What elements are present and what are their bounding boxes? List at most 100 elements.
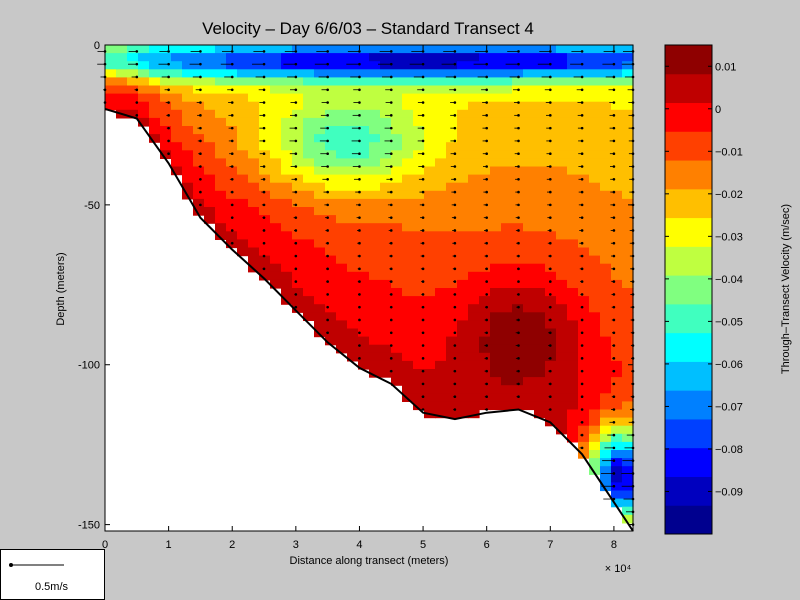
- contour-cell: [468, 174, 480, 184]
- contour-cell: [534, 198, 546, 208]
- contour-cell: [292, 182, 304, 192]
- contour-cell: [468, 247, 480, 257]
- contour-cell: [589, 247, 601, 257]
- contour-cell: [446, 134, 458, 143]
- contour-cell: [171, 61, 183, 70]
- contour-cell: [534, 336, 546, 346]
- contour-cell: [446, 109, 458, 119]
- contour-cell: [292, 304, 304, 313]
- contour-cell: [270, 190, 282, 200]
- contour-cell: [270, 166, 282, 176]
- contour-cell: [622, 101, 634, 111]
- velocity-vector-dot: [485, 75, 488, 79]
- contour-cell: [424, 134, 436, 143]
- contour-cell: [391, 304, 403, 313]
- contour-cell: [479, 101, 491, 111]
- colorbar-swatch: [665, 390, 712, 420]
- contour-cell: [270, 215, 282, 224]
- contour-cell: [545, 385, 557, 394]
- contour-cell: [435, 360, 447, 370]
- contour-cell: [413, 158, 425, 168]
- contour-cell: [490, 312, 502, 321]
- contour-cell: [347, 182, 359, 192]
- contour-cell: [501, 207, 513, 216]
- velocity-vector-dot: [199, 50, 202, 53]
- contour-cell: [204, 101, 216, 111]
- contour-cell: [600, 77, 612, 87]
- contour-cell: [578, 239, 590, 249]
- contour-cell: [358, 142, 370, 151]
- contour-cell: [567, 190, 579, 200]
- contour-cell: [281, 288, 293, 297]
- contour-cell: [534, 409, 546, 419]
- contour-cell: [567, 401, 579, 411]
- velocity-vector-dot: [358, 344, 361, 347]
- contour-cell: [369, 45, 381, 54]
- contour-cell: [237, 166, 249, 176]
- contour-cell: [424, 215, 436, 224]
- contour-cell: [468, 134, 480, 143]
- velocity-vector-dot: [453, 293, 457, 296]
- contour-cell: [501, 296, 513, 305]
- contour-cell: [380, 271, 392, 281]
- contour-cell: [402, 85, 414, 95]
- contour-cell: [600, 312, 612, 321]
- velocity-vector-dot: [199, 139, 202, 143]
- contour-cell: [347, 312, 359, 321]
- velocity-vector-dot: [326, 305, 329, 309]
- velocity-vector-dot: [294, 229, 298, 232]
- contour-cell: [567, 231, 579, 240]
- contour-cell: [611, 417, 623, 427]
- contour-cell: [369, 320, 381, 330]
- colorbar: 0.010−0.01−0.02−0.03−0.04−0.05−0.06−0.07…: [664, 44, 743, 535]
- velocity-vector-dot: [262, 190, 266, 194]
- contour-cell: [292, 150, 304, 159]
- contour-cell: [303, 247, 315, 257]
- contour-cell: [468, 150, 480, 159]
- colorbar-swatch: [665, 476, 712, 506]
- contour-cell: [501, 255, 513, 265]
- contour-cell: [402, 142, 414, 151]
- contour-cell: [600, 271, 612, 281]
- velocity-vector-dot: [580, 203, 584, 207]
- contour-cell: [413, 369, 425, 378]
- contour-cell: [303, 223, 315, 232]
- contour-cell: [446, 296, 458, 305]
- contour-cell: [413, 77, 425, 87]
- velocity-vector-dot: [549, 357, 552, 360]
- contour-cell: [248, 255, 260, 265]
- contour-cell: [369, 142, 381, 151]
- contour-cell: [204, 158, 216, 168]
- contour-cell: [292, 288, 304, 297]
- contour-cell: [435, 320, 447, 330]
- contour-cell: [358, 134, 370, 143]
- velocity-vector-dot: [580, 344, 584, 347]
- contour-cell: [589, 433, 601, 443]
- contour-cell: [534, 101, 546, 111]
- contour-cell: [545, 320, 557, 330]
- contour-cell: [600, 45, 612, 54]
- contour-cell: [446, 239, 458, 249]
- contour-cell: [336, 223, 348, 232]
- contour-cell: [556, 190, 568, 200]
- contour-cell: [479, 271, 491, 281]
- contour-cell: [622, 352, 634, 362]
- x-tick-label: 3: [293, 539, 299, 551]
- contour-cell: [402, 385, 414, 394]
- contour-cell: [215, 101, 227, 111]
- contour-cell: [292, 134, 304, 143]
- contour-cell: [468, 263, 480, 273]
- velocity-vector-dot: [358, 50, 361, 53]
- velocity-vector-dot: [453, 357, 457, 360]
- velocity-vector-dot: [199, 126, 202, 130]
- velocity-vector-dot: [358, 241, 361, 245]
- contour-cell: [424, 69, 436, 78]
- contour-cell: [402, 304, 414, 313]
- contour-cell: [490, 320, 502, 330]
- contour-cell: [578, 304, 590, 313]
- velocity-vector-dot: [453, 369, 457, 373]
- contour-cell: [567, 142, 579, 151]
- velocity-vector-dot: [326, 101, 329, 104]
- y-tick-label: 0: [94, 40, 100, 52]
- contour-cell: [435, 182, 447, 192]
